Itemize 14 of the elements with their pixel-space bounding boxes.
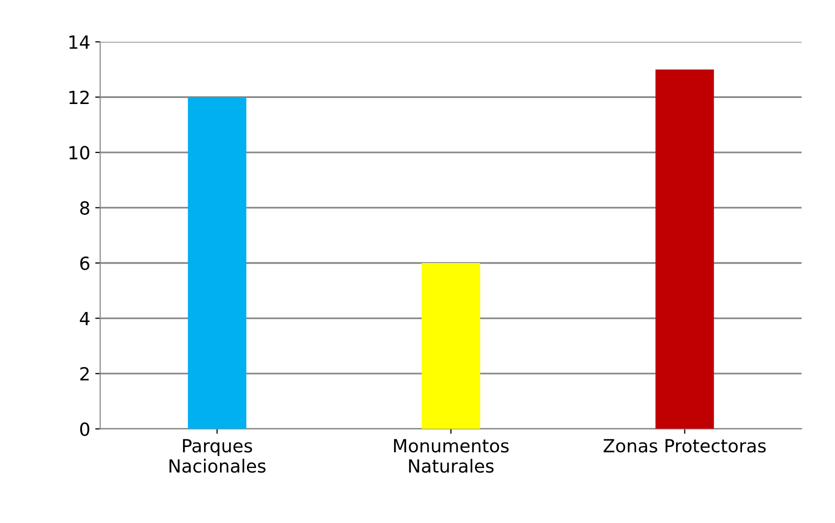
y-tick-label: 0: [80, 422, 90, 436]
bar: [422, 262, 480, 429]
y-tick-label: 12: [69, 90, 89, 104]
bar: [188, 97, 246, 429]
y-tick-label: 10: [69, 146, 90, 160]
y-tick-label: 14: [69, 36, 90, 49]
bar: [655, 69, 714, 429]
y-tick-label: 2: [80, 367, 89, 380]
y-tick-label: 6: [80, 256, 90, 270]
y-tick-label: 8: [80, 201, 90, 215]
x-tick-label: Monumentos Naturales: [394, 439, 509, 473]
x-tick-label: Zonas Protectoras: [604, 439, 766, 453]
y-tick-label: 4: [80, 312, 90, 326]
x-tick-label: Parques Nacionales: [170, 439, 266, 473]
